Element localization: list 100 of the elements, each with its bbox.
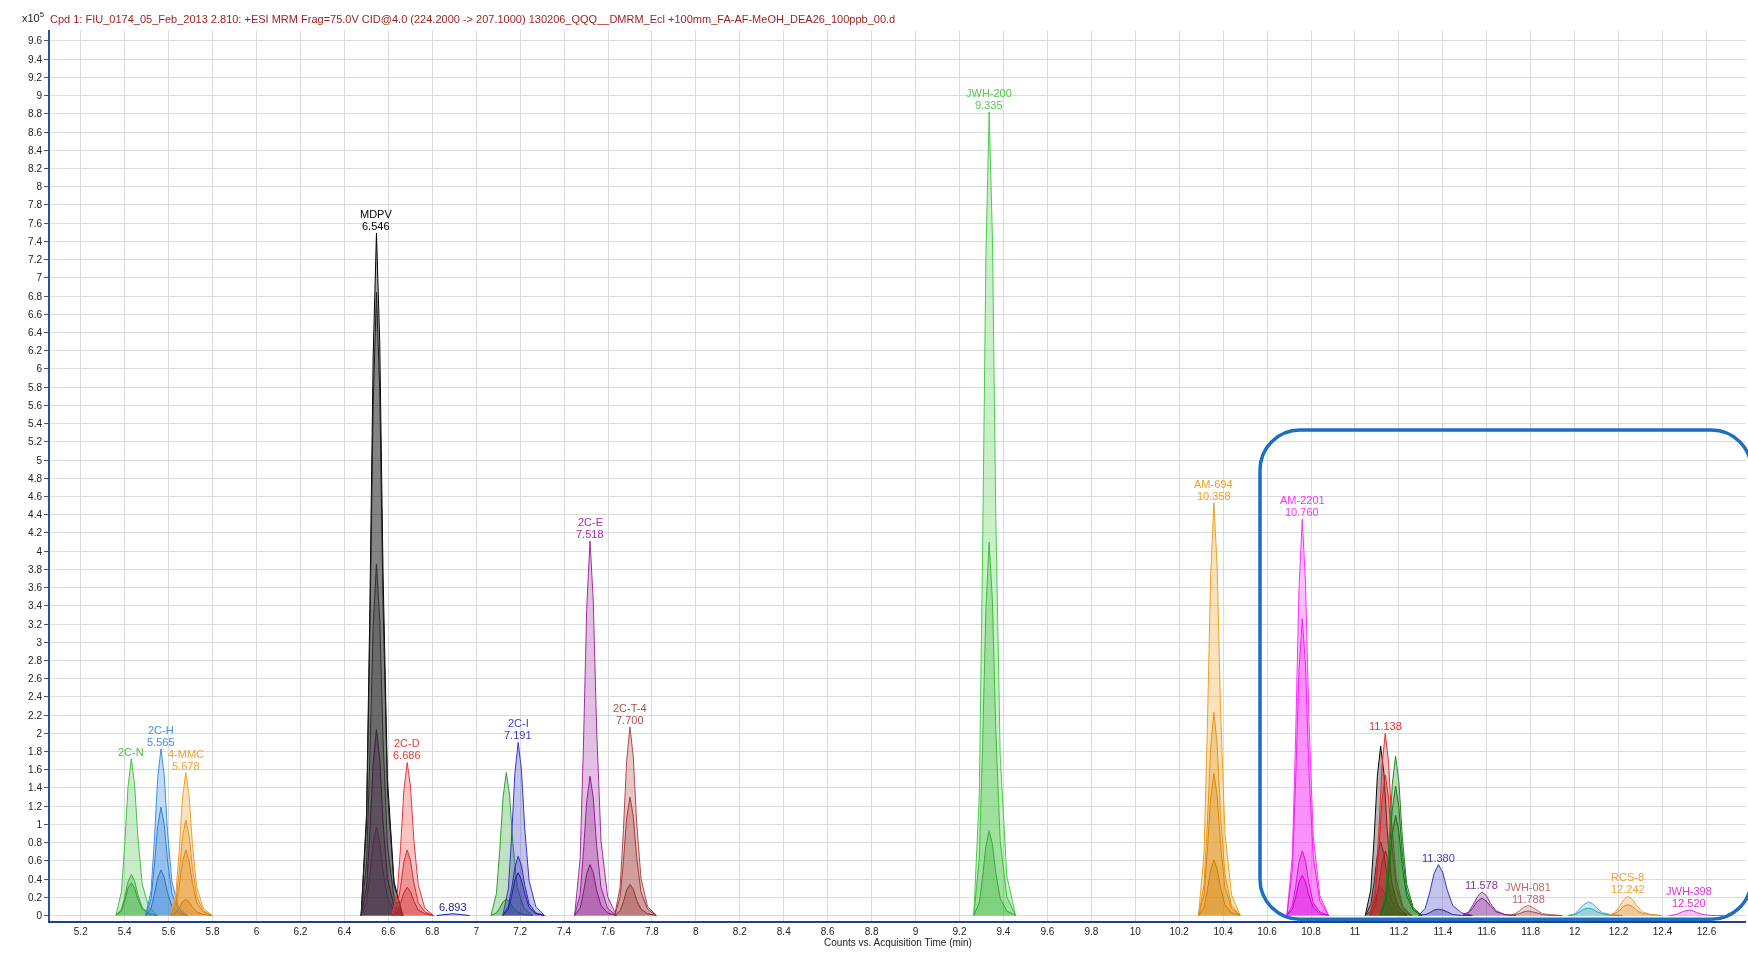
y-tick-label: 5.2 — [28, 436, 43, 448]
x-tick-label: 6.6 — [381, 926, 396, 937]
y-tick-label: 0.8 — [28, 837, 43, 849]
y-tick-label: 6.2 — [28, 345, 43, 357]
x-tick-label: 11 — [1349, 926, 1361, 937]
y-tick-label: 4.4 — [28, 509, 43, 521]
annotation: 10.358 — [1197, 490, 1231, 502]
y-tick-label: 8 — [36, 181, 43, 193]
series-label: RCS-8 — [1611, 871, 1645, 883]
y-tick-label: 6.4 — [28, 326, 43, 338]
x-tick-label: 8.4 — [776, 926, 792, 937]
series-label: 2C-E — [578, 516, 604, 528]
x-tick-label: 11.6 — [1477, 926, 1497, 937]
x-tick-label: 7.8 — [645, 926, 660, 937]
x-tick-label: 10.4 — [1213, 926, 1234, 937]
y-tick-label: 7 — [36, 272, 43, 284]
series-label: 2C-I — [508, 717, 529, 729]
x-tick-label: 6.4 — [337, 926, 352, 937]
y-tick-label: 1.8 — [28, 746, 43, 758]
y-tick-label: 8.8 — [28, 108, 43, 120]
y-tick-label: 4.6 — [28, 490, 43, 502]
y-tick-label: 2.4 — [28, 691, 43, 703]
x-tick-label: 9.2 — [952, 926, 967, 937]
y-tick-label: 9.6 — [28, 35, 43, 47]
y-tick-label: 8.6 — [28, 126, 43, 138]
x-tick-label: 11.2 — [1389, 926, 1409, 937]
y-tick-label: 8.4 — [28, 144, 43, 156]
series-label: JWH-398 — [1666, 885, 1712, 897]
series-label: AM-2201 — [1280, 494, 1325, 506]
annotation: 11.578 — [1465, 879, 1498, 891]
y-tick-label: 2 — [36, 727, 43, 739]
x-tick-label: 10.8 — [1301, 926, 1322, 937]
x-tick-label: 9.4 — [996, 926, 1011, 937]
y-tick-label: 5.8 — [28, 381, 43, 393]
y-tick-label: 1 — [36, 818, 43, 830]
annotation: 5.678 — [172, 760, 200, 772]
y-tick-label: 8.2 — [28, 162, 43, 174]
x-tick-label: 6.2 — [293, 926, 308, 937]
x-tick-label: 9.6 — [1040, 926, 1055, 937]
annotation: 5.565 — [147, 736, 175, 748]
annotation: 6.893 — [439, 901, 467, 913]
y-tick-label: 2.8 — [28, 654, 43, 666]
annotation: 12.242 — [1611, 883, 1645, 895]
y-tick-label: 3.8 — [28, 563, 43, 575]
y-tick-label: 1.6 — [28, 764, 43, 776]
y-tick-label: 7.8 — [28, 199, 43, 211]
y-tick-label: 0.6 — [28, 855, 43, 867]
x-tick-label: 12.2 — [1608, 926, 1629, 937]
y-tick-label: 4 — [36, 545, 43, 557]
series-label: 2C-D — [394, 737, 420, 749]
series-label: MDPV — [360, 208, 393, 220]
x-tick-label: 10.2 — [1169, 926, 1190, 937]
chart-title: Cpd 1: FIU_0174_05_Feb_2013 2.810: +ESI MRM Frag=75.0V CID@4.0 (224.2000 -> 207.1000) 130206_QQQ__DMRM_Ecl +100mm_FA-AF-MeOH_DEA26_100ppb_00.d — [50, 13, 896, 26]
y-tick-label: 9.2 — [28, 71, 43, 83]
x-tick-label: 9 — [912, 926, 919, 937]
annotation: 7.518 — [576, 528, 604, 540]
x-tick-label: 6 — [253, 926, 260, 937]
y-tick-label: 1.4 — [28, 782, 43, 794]
annotation: 12.520 — [1672, 897, 1706, 909]
y-tick-label: 0 — [36, 910, 43, 922]
y-tick-label: 0.4 — [28, 873, 43, 885]
y-tick-label: 5.4 — [28, 418, 43, 430]
y-tick-label: 5.6 — [28, 399, 43, 411]
x-tick-label: 12.6 — [1696, 926, 1717, 937]
y-tick-label: 4.2 — [28, 527, 43, 539]
y-tick-label: 3.4 — [28, 600, 43, 612]
y-tick-label: 7.6 — [28, 217, 43, 229]
x-tick-label: 7.4 — [557, 926, 572, 937]
x-tick-label: 10 — [1129, 926, 1142, 937]
x-axis-title: Counts vs. Acquisition Time (min) — [824, 937, 972, 948]
annotation: 9.335 — [975, 99, 1003, 111]
y-tick-label: 6.8 — [28, 290, 43, 302]
x-tick-label: 6.8 — [425, 926, 440, 937]
y-tick-label: 7.4 — [28, 235, 43, 247]
x-tick-label: 8.2 — [732, 926, 748, 937]
x-tick-label: 12 — [1569, 926, 1581, 937]
y-tick-label: 6 — [36, 363, 43, 375]
annotation: 6.546 — [362, 220, 390, 232]
annotation: 11.138 — [1369, 720, 1402, 732]
x-tick-label: 12.4 — [1652, 926, 1673, 937]
series-label: AM-694 — [1194, 478, 1233, 490]
x-tick-label: 5.6 — [161, 926, 177, 937]
annotation: 6.686 — [393, 749, 421, 761]
series-label: 2C-H — [148, 724, 174, 736]
series-label: 2C-N — [118, 746, 144, 758]
series-label: 4-MMC — [168, 748, 205, 760]
x-tick-label: 5.2 — [73, 926, 89, 937]
y-tick-label: 4.8 — [28, 472, 43, 484]
series-label: JWH-200 — [966, 87, 1012, 99]
x-tick-label: 11.4 — [1433, 926, 1453, 937]
y-tick-label: 3 — [36, 636, 43, 648]
y-axis-title: x10$^{5}$ — [22, 10, 45, 24]
x-tick-label: 8 — [693, 926, 700, 937]
y-tick-label: 1.2 — [28, 800, 43, 812]
y-tick-label: 2.6 — [28, 673, 43, 685]
y-tick-label: 3.2 — [28, 618, 43, 630]
y-tick-label: 2.2 — [28, 709, 43, 721]
y-tick-label: 7.2 — [28, 254, 43, 266]
y-tick-label: 3.6 — [28, 582, 43, 594]
x-tick-label: 7.2 — [513, 926, 528, 937]
